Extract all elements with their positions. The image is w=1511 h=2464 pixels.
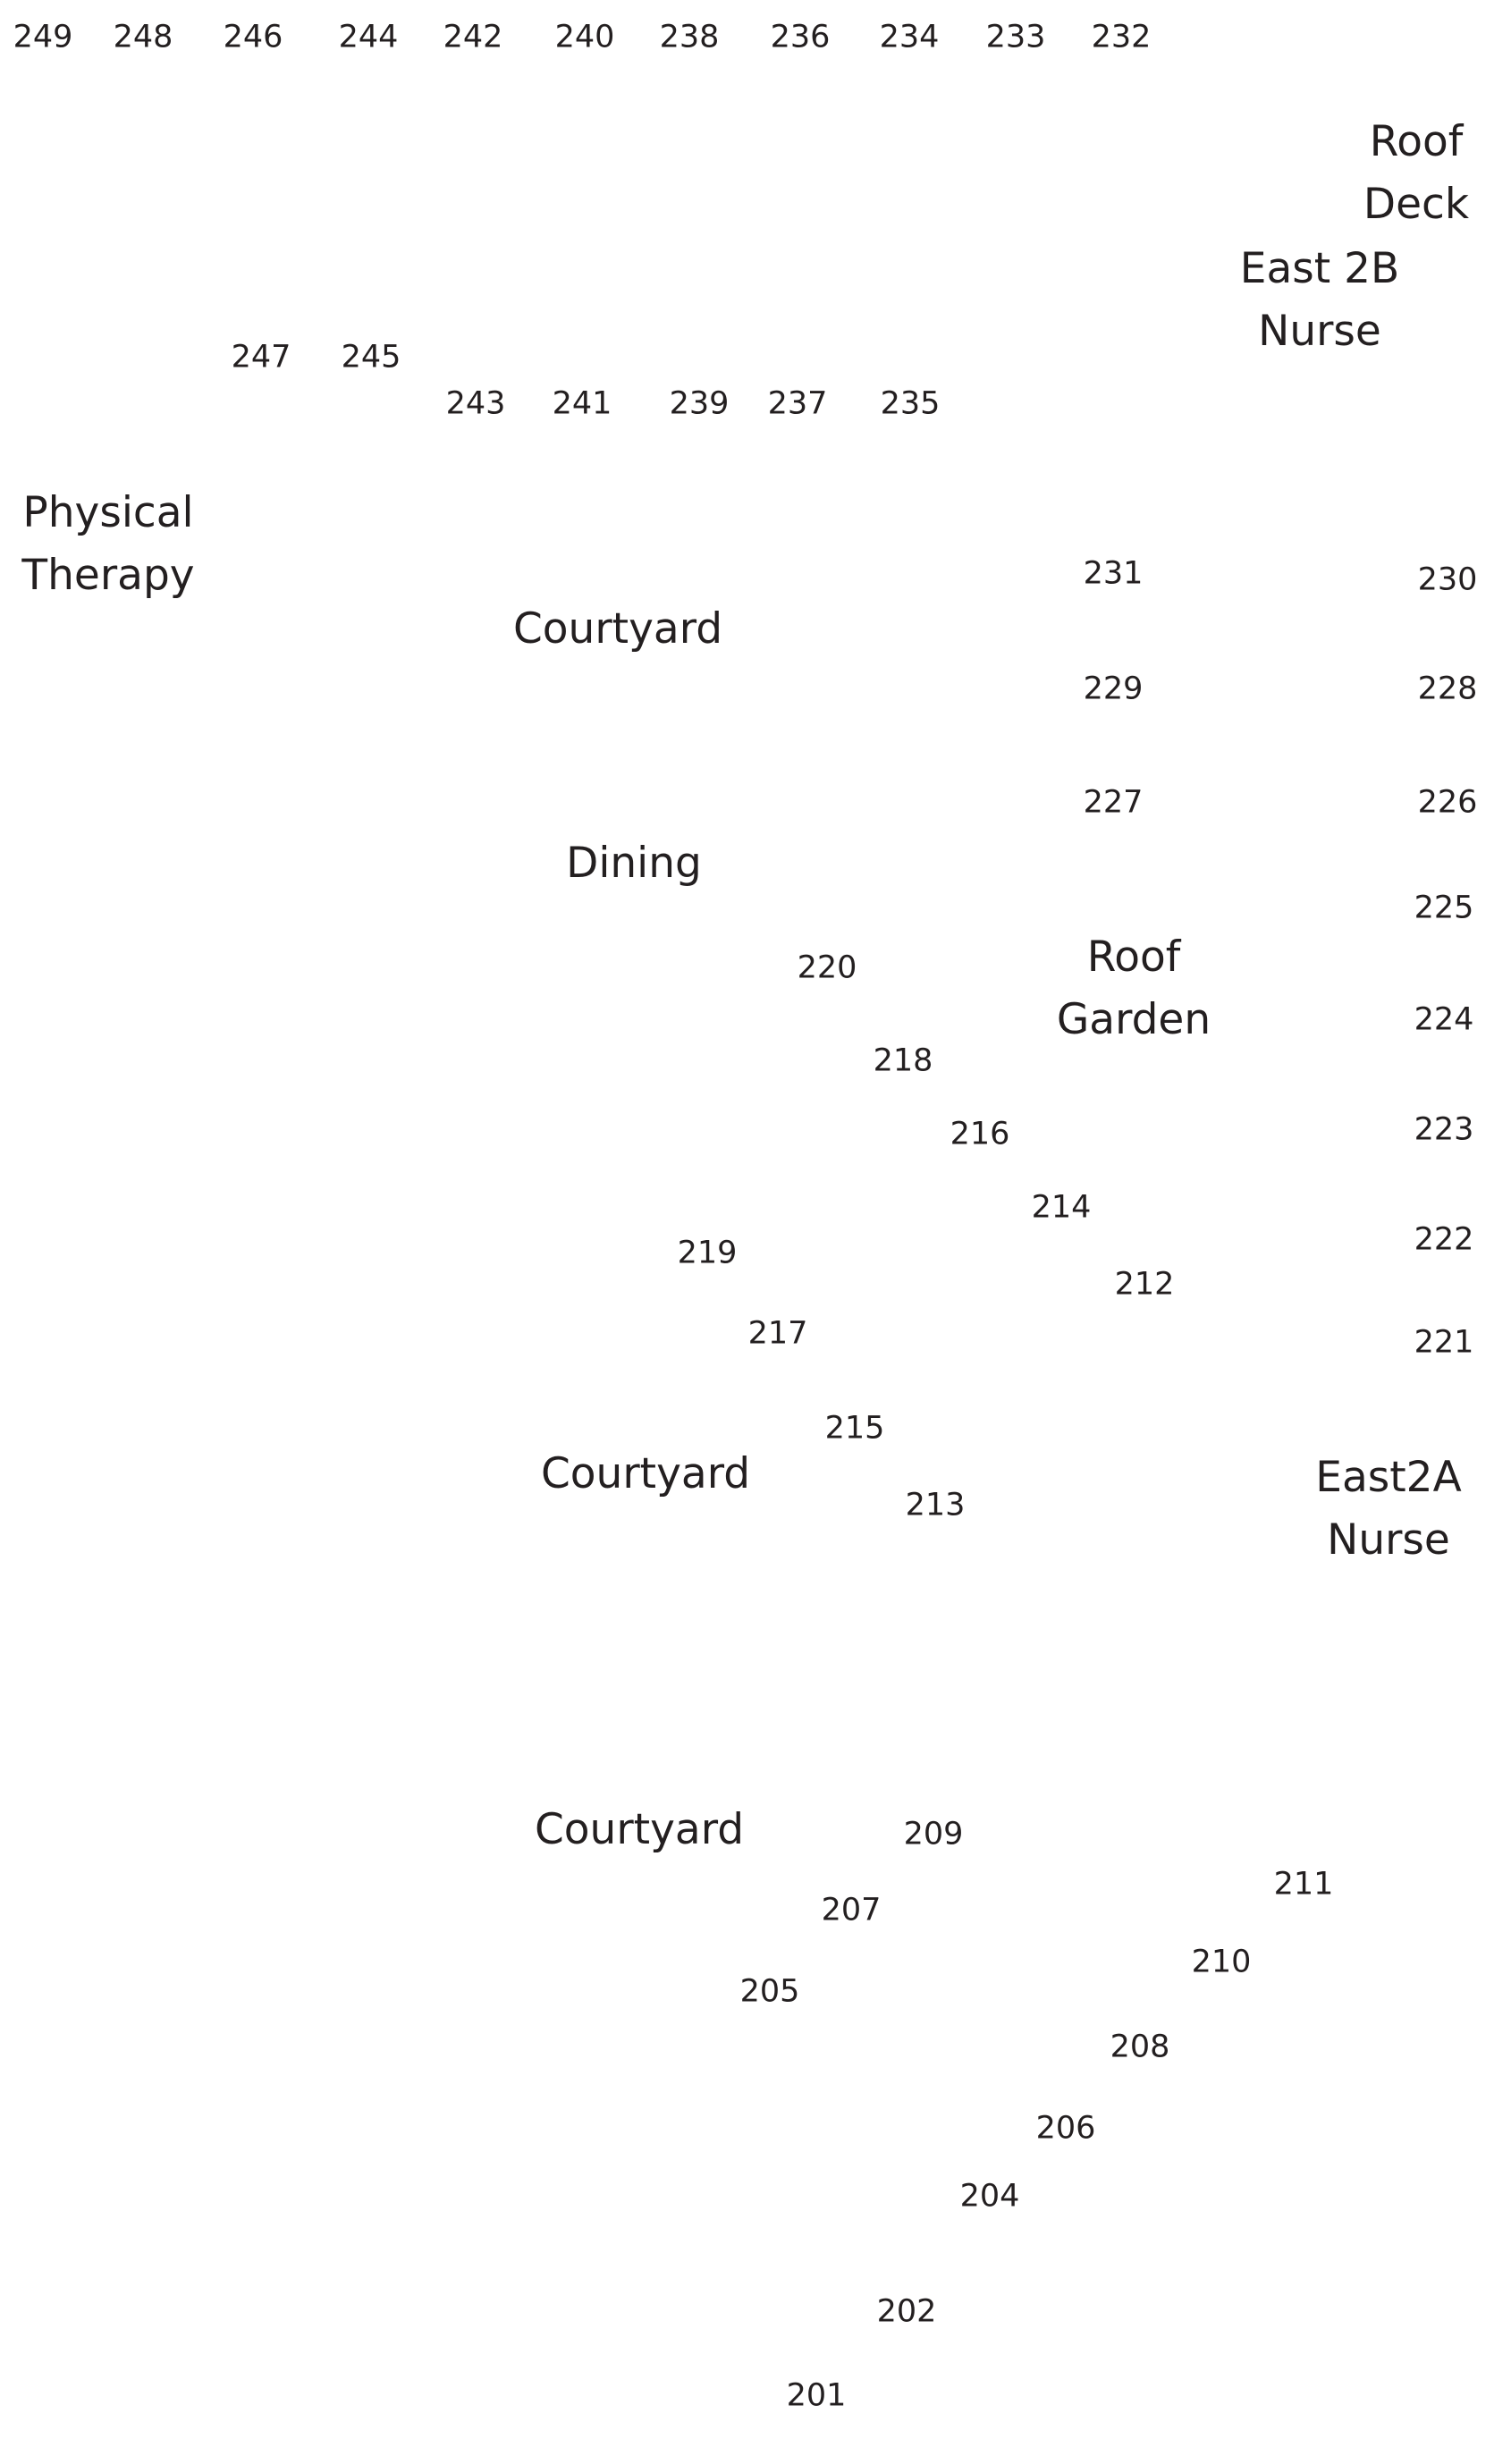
room-236-label: 236	[770, 19, 831, 55]
room-232-label: 232	[1091, 19, 1152, 55]
room-209-label: 209	[903, 1816, 964, 1852]
room-212-label: 212	[1114, 1266, 1175, 1303]
room-211-label: 211	[1273, 1866, 1334, 1903]
room-204-label: 204	[959, 2178, 1020, 2215]
room-210-label: 210	[1191, 1944, 1252, 1980]
room-235-label: 235	[880, 385, 941, 422]
room-219-label: 219	[677, 1235, 738, 1271]
room-244-label: 244	[338, 19, 399, 55]
room-206-label: 206	[1035, 2110, 1096, 2147]
room-237-label: 237	[767, 385, 828, 422]
room-224-label: 224	[1414, 1001, 1474, 1038]
room-241-label: 241	[552, 385, 612, 422]
room-246-label: 246	[223, 19, 283, 55]
room-249-label: 249	[13, 19, 73, 55]
room-230-label: 230	[1417, 561, 1478, 598]
room-216-label: 216	[950, 1116, 1010, 1152]
room-202-label: 202	[876, 2293, 937, 2330]
room-223-label: 223	[1414, 1111, 1474, 1148]
room-243-label: 243	[445, 385, 506, 422]
room-234-label: 234	[879, 19, 940, 55]
dining-label: Dining	[566, 839, 702, 888]
room-229-label: 229	[1083, 671, 1144, 707]
room-238-label: 238	[659, 19, 720, 55]
room-213-label: 213	[905, 1487, 966, 1523]
room-227-label: 227	[1083, 784, 1144, 821]
room-222-label: 222	[1414, 1221, 1474, 1258]
room-240-label: 240	[554, 19, 615, 55]
room-201-label: 201	[786, 2377, 847, 2414]
room-221-label: 221	[1414, 1324, 1474, 1361]
room-225-label: 225	[1414, 890, 1474, 926]
room-214-label: 214	[1031, 1189, 1092, 1226]
room-248-label: 248	[113, 19, 173, 55]
room-217-label: 217	[747, 1315, 808, 1352]
room-233-label: 233	[985, 19, 1046, 55]
room-245-label: 245	[341, 339, 401, 376]
roof-garden-label: Roof Garden	[1056, 932, 1211, 1044]
room-242-label: 242	[443, 19, 503, 55]
physical-therapy-label: Physical Therapy	[21, 488, 195, 600]
room-228-label: 228	[1417, 671, 1478, 707]
room-207-label: 207	[821, 1892, 882, 1928]
room-215-label: 215	[824, 1410, 885, 1447]
east-2b-nurse-label: East 2B Nurse	[1239, 244, 1400, 356]
room-218-label: 218	[873, 1042, 933, 1079]
room-239-label: 239	[669, 385, 730, 422]
courtyard-north-label: Courtyard	[512, 604, 723, 654]
east-2a-nurse-label: East2A Nurse	[1315, 1453, 1462, 1565]
room-231-label: 231	[1083, 555, 1144, 592]
room-208-label: 208	[1110, 2029, 1170, 2065]
room-226-label: 226	[1417, 784, 1478, 821]
room-220-label: 220	[797, 949, 857, 986]
courtyard-middle-label: Courtyard	[540, 1449, 751, 1498]
roof-deck-label: Roof Deck	[1363, 117, 1470, 229]
room-247-label: 247	[231, 339, 291, 376]
room-205-label: 205	[739, 1973, 800, 2010]
courtyard-south-label: Courtyard	[534, 1805, 745, 1854]
